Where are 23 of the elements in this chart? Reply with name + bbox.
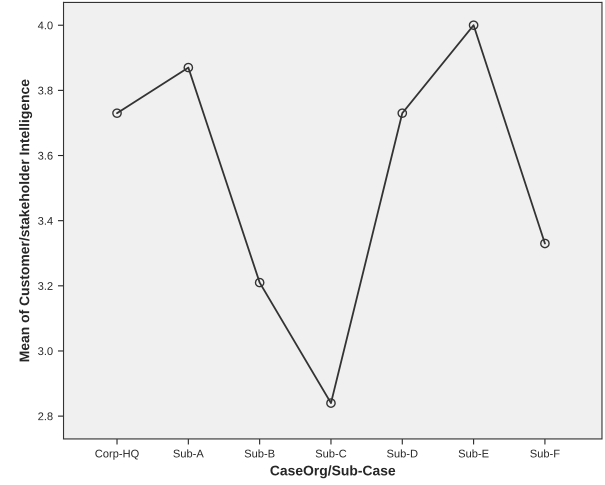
y-tick-label: 3.8 [38, 86, 53, 95]
y-tick-label: 3.4 [38, 216, 53, 225]
point [397, 108, 408, 118]
y-tick-label: 2.8 [38, 412, 53, 420]
y-tick-label: 4.0 [38, 21, 53, 30]
x-tick-label: Sub-F [530, 449, 560, 458]
y-tick-label: 3.2 [38, 282, 53, 290]
x-tick-label: Sub-B [244, 449, 275, 458]
x-tick-label: Sub-E [458, 449, 489, 458]
point [183, 62, 194, 72]
x-tick-label: Sub-C [316, 449, 346, 458]
x-tick-label: Sub-A [173, 449, 204, 458]
x-tick-label: Sub-D [387, 449, 418, 458]
y-axis-title: Mean of Customer/stakeholder Intelligence [19, 80, 32, 362]
x-axis-title: CaseOrg/Sub-Case [270, 465, 396, 478]
point [468, 20, 478, 30]
y-tick-label: 3.6 [38, 152, 53, 160]
point [254, 278, 265, 288]
point [326, 398, 336, 408]
point [112, 108, 122, 118]
y-tick-label: 3.0 [38, 347, 53, 356]
x-tick-label: Corp-HQ [95, 450, 139, 460]
point [540, 238, 550, 248]
